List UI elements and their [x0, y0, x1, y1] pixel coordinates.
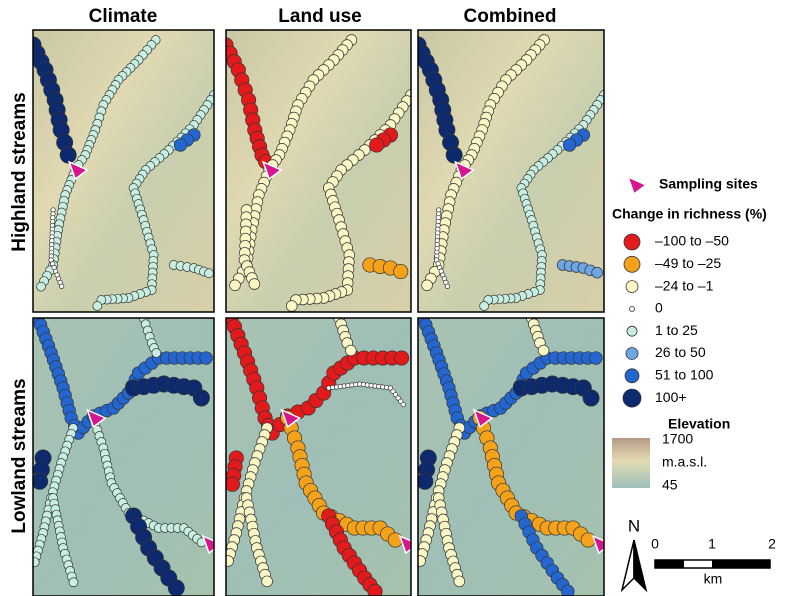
legend-swatch [625, 369, 639, 383]
map-panel [410, 30, 609, 312]
stream-site [394, 351, 408, 365]
sampling-site-icon [628, 177, 646, 194]
legend-label: –49 to –25 [655, 255, 721, 271]
stream-site [370, 138, 384, 152]
stream-site [249, 279, 260, 290]
legend-title: Elevation [668, 416, 730, 432]
legend-label: 1 to 25 [655, 322, 698, 338]
stream-site [394, 264, 408, 278]
legend: –100 to –50 –49 to –25 –24 to –1 0 1 to 25 26… [623, 233, 729, 407]
stream-site [60, 147, 76, 163]
legend-label: –24 to –1 [655, 277, 714, 293]
elevation-label: 45 [662, 477, 678, 493]
legend-label: 0 [655, 300, 663, 316]
legend-swatch [624, 256, 640, 272]
stream-site [168, 580, 184, 596]
stream-site [401, 402, 406, 407]
map-panel [25, 30, 219, 312]
stream-site [59, 284, 64, 289]
stream-site [562, 585, 575, 596]
legend-label: Sampling sites [659, 176, 758, 192]
column-title: Land use [278, 6, 361, 27]
stream-site [230, 280, 241, 291]
scale-bar [712, 560, 770, 568]
stream-site [286, 301, 297, 312]
legend-label: –100 to –50 [655, 233, 729, 249]
row-title: Highland streams [9, 92, 30, 251]
row-title: Lowland streams [9, 378, 30, 533]
legend-label: 26 to 50 [655, 344, 706, 360]
scale-bar [655, 560, 684, 568]
stream-site [30, 558, 39, 567]
stream-site [93, 302, 102, 311]
legend-swatch [626, 348, 638, 360]
stream-site [174, 139, 187, 152]
elevation-bar [612, 438, 650, 488]
stream-site [37, 282, 46, 291]
north-arrow [634, 540, 646, 590]
stream-site [538, 345, 549, 356]
map-panel [415, 312, 611, 596]
page: Climate Land use Combined Highland strea… [0, 0, 802, 596]
stream-site [368, 584, 382, 596]
stream-site [590, 352, 603, 365]
stream-site [592, 267, 603, 278]
elevation-label: m.a.s.l. [662, 454, 707, 470]
scale-label: 1 [708, 536, 716, 552]
stream-site [417, 473, 433, 489]
stream-site [32, 473, 48, 489]
legend-swatch [623, 389, 641, 407]
north-arrow [622, 540, 634, 590]
stream-site [480, 302, 489, 311]
legend-swatch [630, 306, 635, 311]
legend-swatch [624, 234, 640, 250]
elevation-label: 1700 [662, 431, 693, 447]
north-label: N [628, 516, 640, 535]
stream-site [422, 280, 433, 291]
stream-site [152, 349, 161, 358]
scale-label: 2 [768, 536, 776, 552]
legend-label: 51 to 100 [655, 367, 714, 383]
stream-site [415, 556, 426, 567]
column-title: Combined [464, 6, 557, 27]
stream-site [454, 576, 465, 587]
scale-label: 0 [651, 536, 659, 552]
legend-title: Change in richness (%) [612, 206, 767, 222]
legend-swatch [626, 281, 638, 293]
stream-site [193, 390, 209, 406]
stream-site [262, 576, 273, 587]
legend-label: 100+ [655, 389, 687, 405]
map-panel [30, 312, 221, 596]
legend-swatch [627, 326, 637, 336]
figure: Climate Land use Combined Highland strea… [0, 0, 802, 596]
stream-site [388, 533, 402, 547]
stream-site [581, 533, 595, 547]
map-panel [223, 311, 418, 596]
stream-site [200, 352, 213, 365]
stream-site [345, 345, 356, 356]
stream-site [563, 139, 576, 152]
stream-site [445, 284, 450, 289]
stream-site [69, 578, 78, 587]
column-title: Climate [89, 6, 158, 27]
stream-site [204, 269, 213, 278]
map-panel [219, 30, 417, 312]
stream-site [583, 390, 599, 406]
scale-label: km [704, 571, 723, 587]
stream-site [225, 477, 239, 491]
stream-site [223, 556, 234, 567]
